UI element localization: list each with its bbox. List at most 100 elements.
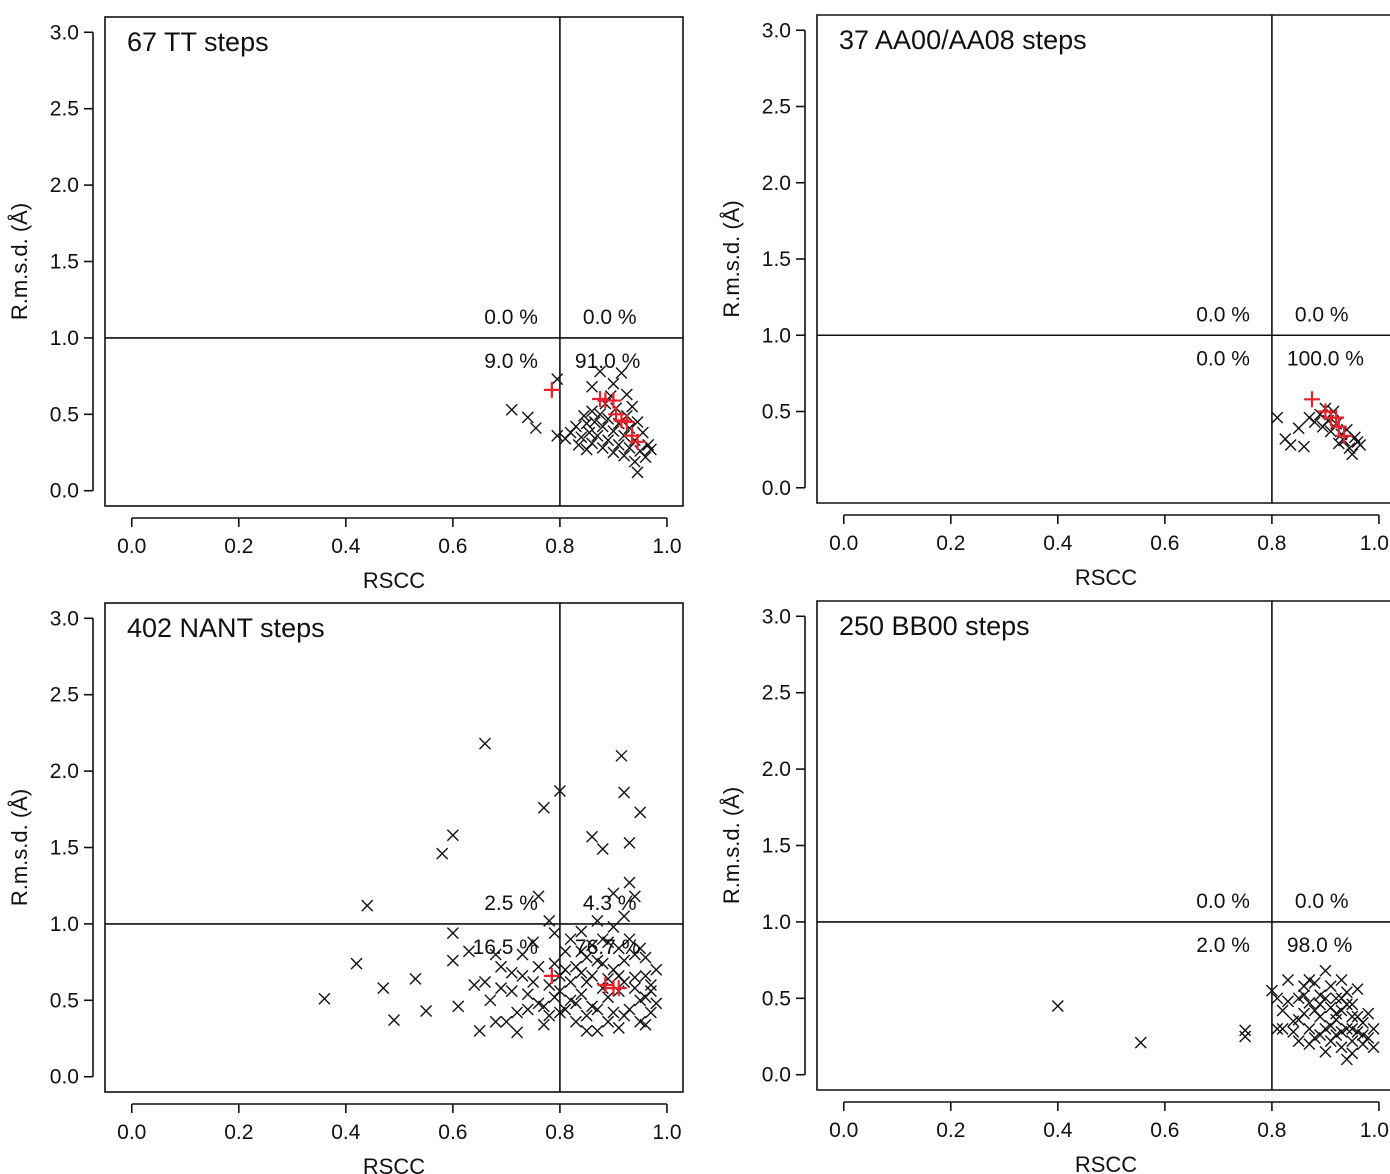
y-tick-label: 1.0 (762, 911, 791, 934)
quadrant-label-upper-right: 0.0 % (1295, 890, 1349, 913)
x-marker-point (1336, 1042, 1347, 1053)
x-marker-point (453, 1001, 464, 1012)
x-marker-point (410, 973, 421, 984)
y-tick-label: 3.0 (50, 607, 79, 630)
x-axis-title: RSCC (363, 568, 425, 593)
x-marker-point (624, 877, 635, 888)
x-tick-label: 1.0 (652, 535, 681, 558)
plot-frame (105, 603, 683, 1092)
x-marker-point (533, 961, 544, 972)
y-tick-label: 0.0 (50, 1066, 79, 1089)
x-marker-point (1347, 1023, 1358, 1034)
y-tick-label: 2.0 (50, 760, 79, 783)
y-tick-label: 1.5 (762, 835, 791, 858)
x-marker-point (616, 750, 627, 761)
quadrant-label-lower-right: 91.0 % (575, 350, 640, 373)
x-marker-point (645, 986, 656, 997)
x-tick-label: 0.4 (1043, 1119, 1073, 1142)
x-marker-point (592, 1025, 603, 1036)
quadrant-label-lower-left: 0.0 % (1196, 347, 1250, 370)
y-tick-label: 2.5 (762, 682, 791, 705)
y-tick-label: 2.5 (762, 96, 791, 119)
x-marker-point (621, 389, 632, 400)
plot-frame (105, 17, 683, 506)
x-marker-point (1285, 440, 1296, 451)
x-tick-label: 0.4 (331, 1121, 361, 1144)
x-marker-point (645, 444, 656, 455)
x-marker-point (512, 1007, 523, 1018)
x-marker-point (1277, 1023, 1288, 1034)
quadrant-label-lower-right: 98.0 % (1287, 934, 1352, 957)
x-marker-point (619, 450, 630, 461)
plot-frame (817, 601, 1390, 1090)
x-marker-point (522, 412, 533, 423)
x-marker-point (1315, 1029, 1326, 1040)
x-marker-point (522, 1004, 533, 1015)
x-marker-point (608, 447, 619, 458)
x-marker-point (506, 986, 517, 997)
x-marker-point (501, 1016, 512, 1027)
y-tick-label: 0.5 (762, 401, 791, 424)
x-tick-label: 1.0 (1360, 532, 1389, 555)
x-marker-point (570, 961, 581, 972)
x-marker-point (651, 964, 662, 975)
plus-marker-point (1304, 391, 1320, 407)
x-marker-point (587, 831, 598, 842)
x-marker-point (624, 837, 635, 848)
y-tick-label: 1.5 (50, 251, 79, 274)
y-tick-label: 1.5 (762, 248, 791, 271)
x-marker-point (608, 378, 619, 389)
x-marker-point (1052, 1000, 1063, 1011)
quadrant-label-upper-left: 0.0 % (1196, 890, 1250, 913)
x-marker-point (1347, 999, 1358, 1010)
y-tick-label: 0.5 (50, 403, 79, 426)
x-marker-point (570, 421, 581, 432)
x-marker-point (538, 802, 549, 813)
x-marker-point (619, 787, 630, 798)
x-axis-title: RSCC (363, 1154, 425, 1174)
x-marker-point (629, 456, 640, 467)
x-marker-point (560, 946, 571, 957)
x-marker-point (351, 958, 362, 969)
y-tick-label: 2.0 (762, 758, 791, 781)
x-marker-point (1336, 974, 1347, 985)
x-marker-point (1315, 999, 1326, 1010)
x-marker-point (629, 983, 640, 994)
data-points (1272, 391, 1366, 459)
x-marker-point (378, 983, 389, 994)
x-marker-point (1272, 1023, 1283, 1034)
x-marker-point (640, 452, 651, 463)
x-marker-point (479, 976, 490, 987)
x-marker-point (549, 958, 560, 969)
quadrant-label-lower-left: 2.0 % (1196, 934, 1250, 957)
x-axis-title: RSCC (1075, 1152, 1137, 1174)
x-marker-point (522, 989, 533, 1000)
x-marker-point (587, 381, 598, 392)
x-marker-point (565, 976, 576, 987)
x-marker-point (447, 830, 458, 841)
data-points (506, 366, 656, 478)
x-tick-label: 0.8 (545, 535, 574, 558)
x-marker-point (1240, 1031, 1251, 1042)
x-marker-point (581, 1025, 592, 1036)
y-tick-label: 2.5 (50, 98, 79, 121)
x-marker-point (624, 442, 635, 453)
x-marker-point (1282, 974, 1293, 985)
quadrant-label-upper-left: 2.5 % (484, 892, 538, 915)
x-tick-label: 0.0 (117, 535, 146, 558)
scatter-panel-2: 0.0 0.2 0.4 0.6 0.8 1.0RSCC0.00.51.01.52.02.5… (719, 15, 1390, 590)
x-tick-label: 0.0 (829, 1119, 858, 1142)
x-marker-point (624, 1004, 635, 1015)
x-marker-point (362, 900, 373, 911)
x-marker-point (1320, 965, 1331, 976)
x-tick-label: 0.6 (1150, 532, 1179, 555)
x-marker-point (1336, 993, 1347, 1004)
x-marker-point (496, 961, 507, 972)
x-marker-point (1135, 1037, 1146, 1048)
x-marker-point (552, 430, 563, 441)
x-marker-point (1347, 1048, 1358, 1059)
x-tick-label: 0.6 (438, 1121, 467, 1144)
panel-title: 37 AA00/AA08 steps (839, 25, 1087, 55)
x-marker-point (1320, 1046, 1331, 1057)
